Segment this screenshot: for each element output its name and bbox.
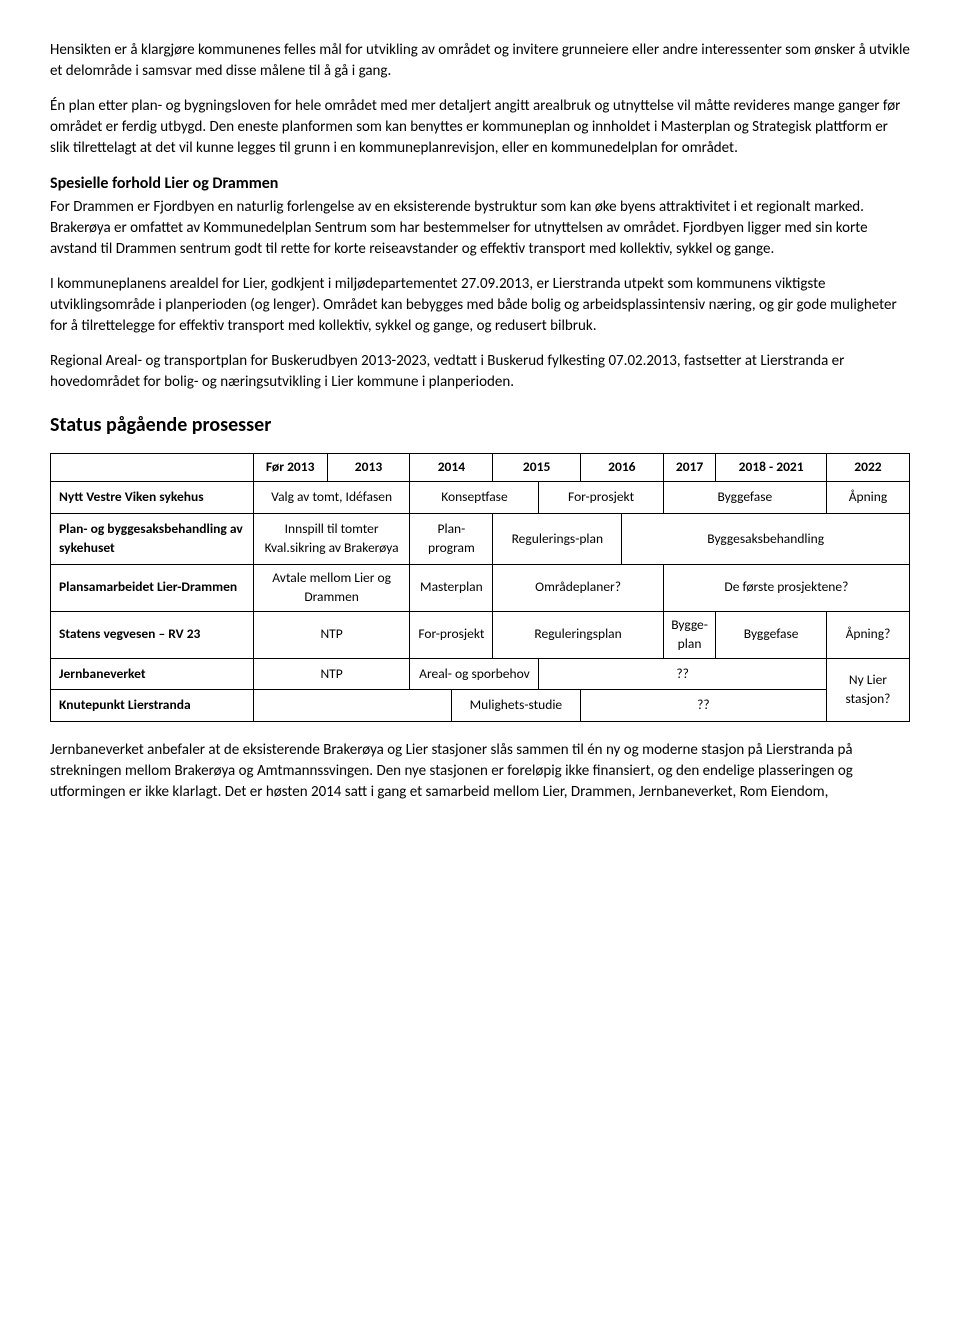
header-for2013: Før 2013 xyxy=(253,454,327,482)
status-table: Før 2013 2013 2014 2015 2016 2017 2018 -… xyxy=(50,453,910,722)
cell: For-prosjekt xyxy=(410,611,493,658)
cell: Reguleringsplan xyxy=(493,611,663,658)
cell: ?? xyxy=(539,658,827,690)
cell: Åpning xyxy=(826,482,909,514)
header-2018-2021: 2018 - 2021 xyxy=(716,454,827,482)
paragraph-5: Regional Areal- og transportplan for Bus… xyxy=(50,351,910,393)
cell: Bygge-plan xyxy=(663,611,716,658)
header-2016: 2016 xyxy=(580,454,663,482)
row-label-sykehus: Nytt Vestre Viken sykehus xyxy=(51,482,254,514)
row-label-knutepunkt: Knutepunkt Lierstranda xyxy=(51,690,254,722)
row-label-byggesak: Plan- og byggesaksbehandling av sykehuse… xyxy=(51,514,254,565)
header-2013: 2013 xyxy=(327,454,410,482)
table-row: Plansamarbeidet Lier-Drammen Avtale mell… xyxy=(51,564,910,611)
cell: Avtale mellom Lier og Drammen xyxy=(253,564,410,611)
cell: Åpning? xyxy=(826,611,909,658)
paragraph-2: Én plan etter plan- og bygningsloven for… xyxy=(50,96,910,159)
cell: NTP xyxy=(253,611,410,658)
cell: ?? xyxy=(580,690,826,722)
cell: Innspill til tomter Kval.sikring av Brak… xyxy=(253,514,410,565)
section-title-spesielle: Spesielle forhold Lier og Drammen xyxy=(50,173,910,195)
header-2017: 2017 xyxy=(663,454,716,482)
cell: Byggefase xyxy=(716,611,827,658)
cell: Byggesaksbehandling xyxy=(622,514,910,565)
header-2022: 2022 xyxy=(826,454,909,482)
row-label-vegvesen: Statens vegvesen – RV 23 xyxy=(51,611,254,658)
header-2014: 2014 xyxy=(410,454,493,482)
paragraph-6: Jernbaneverket anbefaler at de eksistere… xyxy=(50,740,910,803)
table-row: Knutepunkt Lierstranda Mulighets-studie … xyxy=(51,690,910,722)
cell: NTP xyxy=(253,658,410,690)
table-row: Jernbaneverket NTP Areal- og sporbehov ?… xyxy=(51,658,910,690)
cell xyxy=(253,690,451,722)
cell: Plan-program xyxy=(410,514,493,565)
header-2015: 2015 xyxy=(493,454,581,482)
cell: Ny Lier stasjon? xyxy=(826,658,909,722)
cell: Konseptfase xyxy=(410,482,539,514)
cell: Areal- og sporbehov xyxy=(410,658,539,690)
paragraph-1: Hensikten er å klargjøre kommunenes fell… xyxy=(50,40,910,82)
cell: For-prosjekt xyxy=(539,482,663,514)
row-label-plansamarbeid: Plansamarbeidet Lier-Drammen xyxy=(51,564,254,611)
cell: De første prosjektene? xyxy=(663,564,909,611)
table-row: Statens vegvesen – RV 23 NTP For-prosjek… xyxy=(51,611,910,658)
cell: Masterplan xyxy=(410,564,493,611)
paragraph-3: For Drammen er Fjordbyen en naturlig for… xyxy=(50,197,910,260)
paragraph-4: I kommuneplanens arealdel for Lier, godk… xyxy=(50,274,910,337)
header-empty xyxy=(51,454,254,482)
status-title: Status pågående prosesser xyxy=(50,411,910,439)
cell: Regulerings-plan xyxy=(493,514,622,565)
table-row: Plan- og byggesaksbehandling av sykehuse… xyxy=(51,514,910,565)
cell: Valg av tomt, Idéfasen xyxy=(253,482,410,514)
row-label-jernbaneverket: Jernbaneverket xyxy=(51,658,254,690)
cell: Områdeplaner? xyxy=(493,564,663,611)
table-header-row: Før 2013 2013 2014 2015 2016 2017 2018 -… xyxy=(51,454,910,482)
cell: Byggefase xyxy=(663,482,826,514)
cell: Mulighets-studie xyxy=(451,690,580,722)
table-row: Nytt Vestre Viken sykehus Valg av tomt, … xyxy=(51,482,910,514)
